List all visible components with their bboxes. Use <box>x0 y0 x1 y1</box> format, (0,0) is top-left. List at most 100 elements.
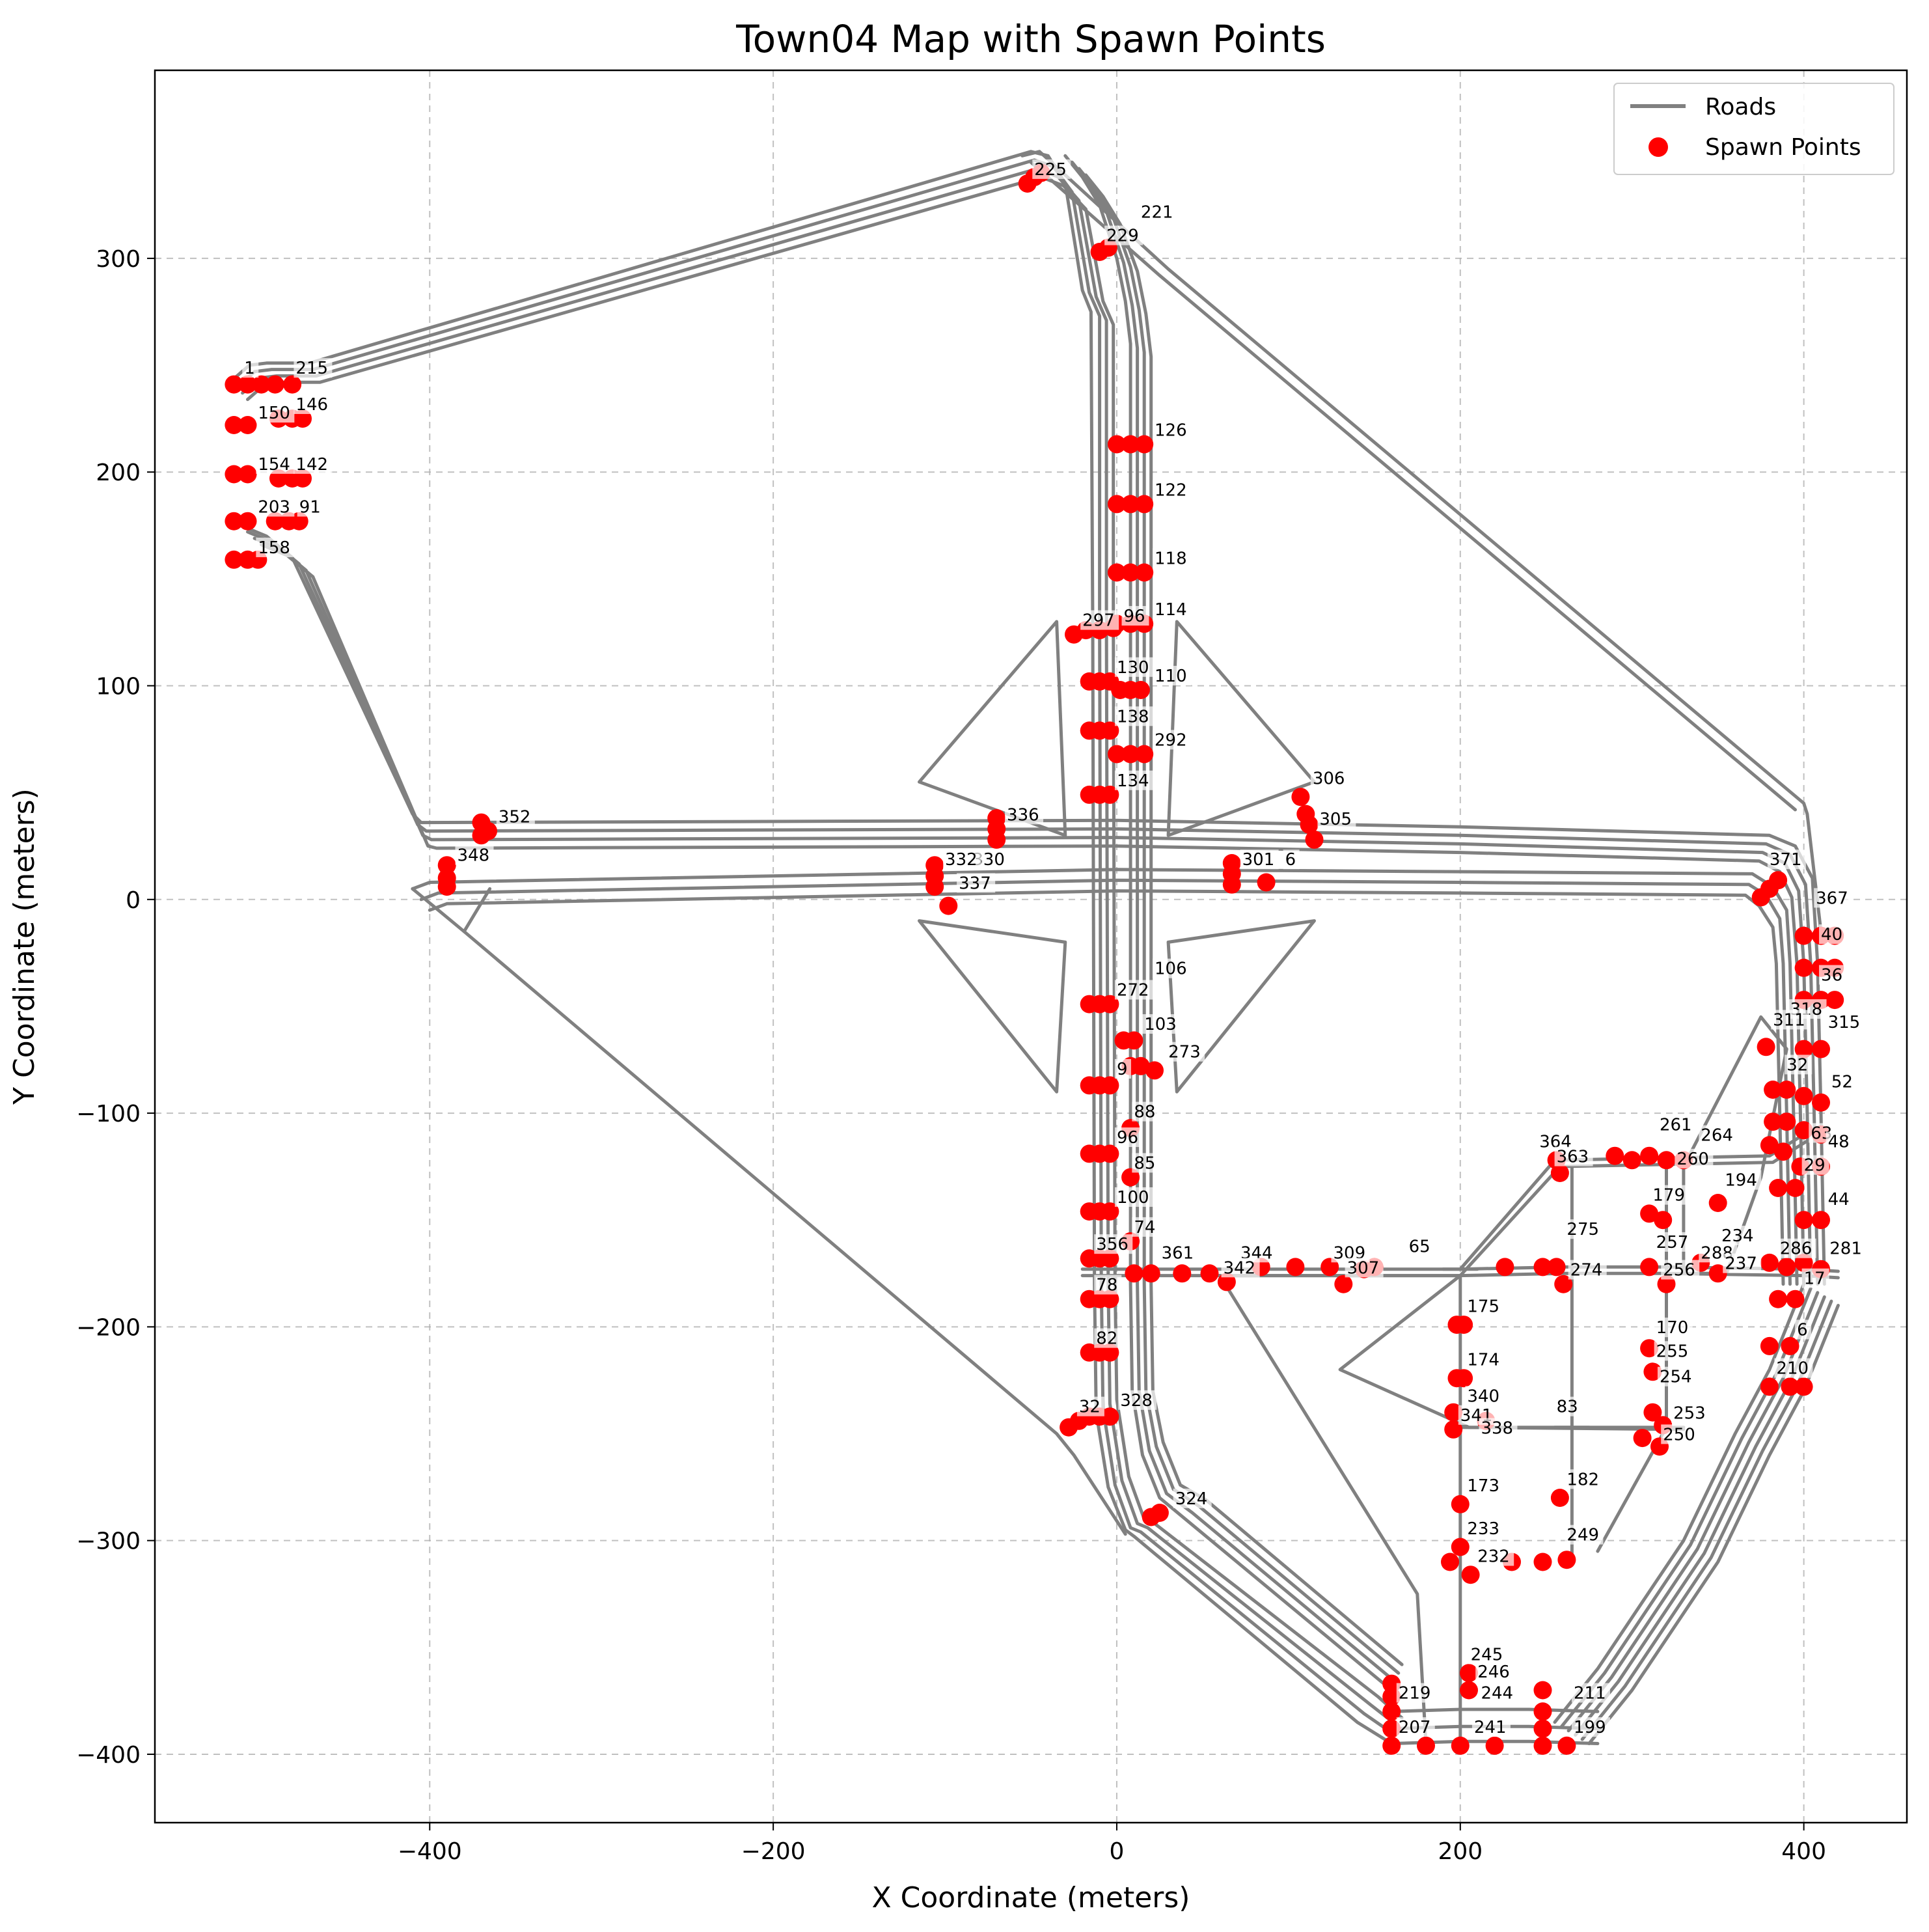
spawn-point-label-bg <box>1801 1268 1829 1288</box>
spawn-point-label-bg <box>1699 1125 1738 1145</box>
spawn-point-label-bg <box>1080 610 1119 630</box>
axis-ticks: −400 −200 0 200 400 −400 −300 −200 −100 0 100 200 30… <box>76 246 1826 1865</box>
spawn-point <box>1142 1264 1160 1283</box>
spawn-point <box>1764 1112 1783 1131</box>
spawn-point-label: 194 <box>1725 1171 1757 1191</box>
spawn-point-label-bg <box>1153 665 1192 685</box>
spawn-point-label: 100 <box>1117 1188 1149 1208</box>
spawn-point <box>1121 1168 1140 1187</box>
spawn-point <box>1121 563 1140 582</box>
spawn-point <box>1135 495 1154 514</box>
spawn-point-label: 36 <box>1821 966 1842 986</box>
spawn-point <box>1451 1736 1470 1755</box>
spawn-point-label: 78 <box>1096 1276 1117 1295</box>
spawn-point-label: 305 <box>1319 810 1352 829</box>
spawn-point-label: 237 <box>1725 1254 1757 1274</box>
legend: Roads Spawn Points <box>1613 83 1895 175</box>
spawn-point-label-bg <box>1104 225 1143 245</box>
spawn-point-label-bg <box>1554 1146 1593 1166</box>
spawn-point-label-bg <box>1345 1258 1384 1278</box>
spawn-point <box>1794 1211 1813 1230</box>
spawn-point-label-bg <box>1114 706 1153 726</box>
spawn-point <box>1760 1377 1779 1396</box>
spawn-point-label: 257 <box>1656 1233 1689 1252</box>
spawn-point-label: 249 <box>1566 1526 1599 1545</box>
spawn-point <box>1121 745 1140 764</box>
spawn-point-label: 297 <box>1082 611 1115 631</box>
spawn-point-label-bg <box>1032 159 1071 179</box>
spawn-point-label: 44 <box>1828 1190 1850 1209</box>
spawn-point-label-bg <box>1240 849 1279 870</box>
road-line <box>1574 1295 1826 1737</box>
spawn-point-label: 250 <box>1663 1425 1695 1444</box>
spawn-point-label: 254 <box>1660 1368 1692 1387</box>
spawn-point-label: 356 <box>1096 1235 1129 1254</box>
spawn-point-label-bg <box>1468 1644 1507 1664</box>
spawn-point <box>1382 1736 1401 1755</box>
spawn-point-label-bg <box>1317 808 1356 829</box>
road-line <box>1166 620 1316 837</box>
spawn-point-label: 96 <box>1117 1128 1138 1148</box>
spawn-point <box>1781 1336 1799 1355</box>
spawn-point <box>479 821 497 840</box>
legend-spawn-points-swatch <box>1649 137 1668 157</box>
y-tick-label: 200 <box>96 460 141 486</box>
spawn-point-label: 6 <box>1797 1320 1808 1340</box>
spawn-point <box>1640 1339 1659 1358</box>
spawn-point-label: 154 <box>258 455 290 475</box>
spawn-point <box>1305 830 1324 849</box>
spawn-point <box>1640 1204 1659 1223</box>
spawn-point <box>1108 495 1126 514</box>
spawn-point <box>1101 1202 1119 1221</box>
spawn-point-label-bg <box>1650 1185 1690 1205</box>
spawn-point-label: 221 <box>1141 203 1173 223</box>
spawn-point-label-bg <box>1221 1258 1260 1278</box>
x-tick-label: −200 <box>741 1838 806 1865</box>
spawn-point <box>1101 1290 1119 1308</box>
spawn-point-label: 6 <box>1285 850 1296 870</box>
spawn-point-label-bg <box>294 454 333 474</box>
spawn-point-label-bg <box>1829 1071 1857 1092</box>
spawn-point-label: 52 <box>1831 1073 1853 1092</box>
spawn-point-label-bg <box>1142 1014 1181 1034</box>
spawn-point-label: 348 <box>458 846 490 866</box>
spawn-point-label: 281 <box>1829 1239 1862 1259</box>
spawn-point <box>1441 1552 1459 1571</box>
spawn-point-label-bg <box>1005 805 1044 825</box>
spawn-point-label: 1 <box>244 359 255 378</box>
spawn-point-label-bg <box>1153 548 1192 568</box>
y-tick-label: −200 <box>76 1314 141 1341</box>
x-tick-label: 400 <box>1781 1838 1826 1865</box>
spawn-point <box>1708 1264 1727 1283</box>
y-tick-label: 300 <box>96 246 141 273</box>
spawn-point-label-bg <box>1173 1488 1212 1508</box>
spawn-point <box>437 856 456 875</box>
spawn-point <box>225 375 243 394</box>
y-axis-label: Y Coordinate (meters) <box>8 788 41 1105</box>
spawn-point <box>290 512 308 531</box>
spawn-point-label-bg <box>1565 1469 1604 1489</box>
spawn-point-label-bg <box>943 849 982 870</box>
spawn-point-label: 311 <box>1773 1010 1805 1030</box>
spawn-point <box>238 375 257 394</box>
spawn-point-label: 363 <box>1557 1148 1589 1167</box>
spawn-point-label-bg <box>1565 1219 1604 1239</box>
spawn-point-label: 246 <box>1477 1663 1510 1682</box>
spawn-point-label-bg <box>1153 600 1192 620</box>
spawn-point-label-bg <box>1465 1296 1504 1316</box>
spawn-point <box>1101 1407 1119 1426</box>
spawn-point-label: 91 <box>299 498 321 518</box>
spawn-point <box>1812 1093 1830 1112</box>
spawn-point <box>1654 1211 1673 1230</box>
spawn-point <box>1533 1552 1552 1571</box>
spawn-point <box>1777 1112 1796 1131</box>
spawn-point-label-bg <box>1465 1518 1504 1538</box>
spawn-point-label: 29 <box>1804 1156 1826 1176</box>
spawn-point <box>1794 958 1813 977</box>
spawn-point <box>1769 1179 1788 1197</box>
spawn-point <box>1550 1164 1569 1182</box>
spawn-point <box>925 877 944 896</box>
spawn-point <box>1461 1566 1480 1584</box>
spawn-point <box>1794 1253 1813 1272</box>
